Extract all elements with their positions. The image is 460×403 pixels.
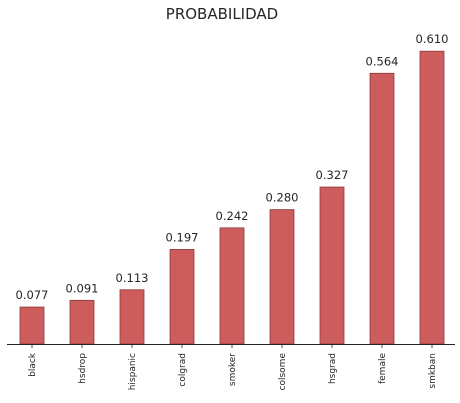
x-tick-label-female: female	[378, 353, 388, 384]
x-ticks-group: black hsdrop hispanic colgrad smoker colsome h…	[28, 344, 438, 390]
x-tick-label-smoker: smoker	[228, 353, 238, 386]
bar-smoker	[219, 227, 245, 345]
bar-hsgrad	[319, 186, 345, 345]
value-label-colgrad: 0.197	[166, 230, 199, 244]
bar-hsdrop	[69, 299, 95, 345]
x-tick-label-black: black	[28, 352, 38, 377]
value-label-hsgrad: 0.327	[316, 168, 349, 182]
x-tick-label-smkban: smkban	[428, 353, 438, 389]
value-label-smoker: 0.242	[216, 209, 249, 223]
bar-female	[369, 72, 395, 345]
x-tick-label-hispanic: hispanic	[128, 353, 138, 390]
x-tick-label-colgrad: colgrad	[178, 353, 188, 387]
bar-black	[19, 306, 45, 345]
value-label-smkban: 0.610	[416, 32, 449, 46]
value-label-black: 0.077	[16, 288, 49, 302]
bars-group	[19, 50, 445, 345]
chart-title: PROBABILIDAD	[166, 5, 278, 23]
bar-hispanic	[119, 289, 145, 345]
value-label-colsome: 0.280	[266, 191, 299, 205]
bar-colgrad	[169, 249, 195, 345]
value-label-hispanic: 0.113	[116, 271, 149, 285]
x-tick-label-colsome: colsome	[278, 353, 288, 391]
value-label-hsdrop: 0.091	[66, 281, 99, 295]
value-labels-group: 0.077 0.091 0.113 0.197 0.242 0.280 0.327 0.564…	[16, 32, 449, 302]
x-tick-label-hsdrop: hsdrop	[78, 353, 88, 384]
value-label-female: 0.564	[366, 54, 399, 68]
bar-smkban	[419, 50, 445, 345]
bar-colsome	[269, 209, 295, 345]
x-tick-label-hsgrad: hsgrad	[328, 353, 338, 384]
